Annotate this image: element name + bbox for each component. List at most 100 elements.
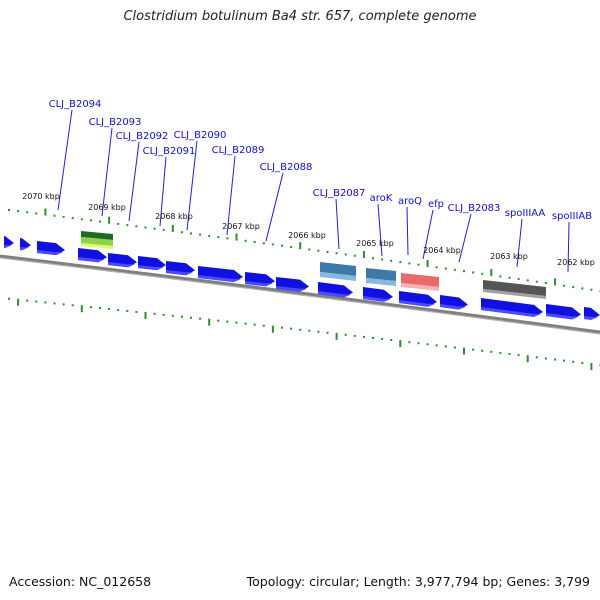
- outer-tick: [481, 272, 484, 275]
- outer-tick: [44, 208, 47, 216]
- inner-tick: [62, 303, 65, 306]
- inner-tick: [535, 356, 538, 359]
- inner-tick: [326, 331, 329, 334]
- outer-tick: [171, 225, 174, 233]
- outer-tick: [381, 258, 384, 261]
- tick-label: 2065 kbp: [356, 239, 394, 248]
- outer-tick: [444, 267, 447, 270]
- outer-tick: [62, 215, 65, 218]
- outer-tick: [117, 222, 120, 225]
- outer-tick: [463, 270, 465, 273]
- outer-tick: [326, 250, 329, 253]
- tick-label: 2068 kbp: [155, 212, 193, 221]
- outer-tick: [217, 236, 220, 239]
- cds-arrow-shade: [4, 245, 12, 249]
- inner-tick: [390, 339, 393, 342]
- outer-tick: [426, 259, 429, 267]
- gene-label: CLJ_B2087: [313, 188, 366, 199]
- inner-tick: [544, 357, 547, 360]
- gene-label-line: [567, 221, 570, 273]
- inner-tick: [35, 300, 38, 303]
- gene-label-line: [516, 218, 523, 268]
- feature-block-green: [81, 231, 113, 249]
- outer-tick: [71, 217, 74, 220]
- cds-arrow-shade: [440, 304, 466, 310]
- outer-tick: [199, 233, 202, 236]
- cds-arrow-shade: [481, 307, 541, 317]
- topology-text: Topology: circular; Length: 3,977,794 bp…: [246, 574, 590, 589]
- inner-tick: [499, 351, 502, 354]
- inner-tick: [344, 333, 347, 336]
- outer-tick: [226, 237, 229, 240]
- inner-tick: [572, 360, 575, 363]
- outer-tick: [144, 226, 147, 229]
- inner-tick: [362, 335, 365, 338]
- inner-tick: [381, 338, 384, 341]
- feature-block-spoiiiaa: [483, 280, 546, 299]
- inner-tick: [417, 342, 420, 345]
- outer-tick: [262, 242, 265, 245]
- outer-tick: [35, 212, 38, 215]
- gene-label: spoIIIAA: [505, 208, 546, 219]
- outer-tick: [344, 253, 347, 256]
- outer-tick: [317, 249, 320, 252]
- outer-tick: [26, 211, 29, 214]
- inner-tick: [526, 355, 529, 363]
- outer-tick: [517, 278, 520, 281]
- gene-label: CLJ_B2091: [143, 146, 196, 157]
- genome-backbone-shadow: [0, 257, 600, 335]
- inner-tick: [226, 320, 229, 323]
- inner-tick: [399, 340, 402, 348]
- tick-label: 2063 kbp: [490, 252, 528, 261]
- gene-label-line: [458, 213, 472, 263]
- accession-text: Accession: NC_012658: [9, 574, 152, 589]
- gene-label: CLJ_B2088: [260, 162, 313, 173]
- outer-tick: [153, 227, 156, 230]
- cds-arrow-shade: [108, 262, 135, 268]
- outer-tick: [299, 242, 302, 250]
- inner-tick: [71, 304, 74, 307]
- tick-label: 2062 kbp: [557, 258, 595, 267]
- outer-tick: [271, 243, 274, 246]
- inner-tick: [372, 336, 374, 339]
- outer-tick: [581, 287, 584, 290]
- outer-tick: [8, 209, 10, 212]
- cds-arrow-shade: [20, 247, 29, 251]
- outer-tick: [526, 279, 529, 282]
- outer-tick: [335, 252, 338, 255]
- inner-tick: [408, 341, 411, 344]
- cds-arrow-shade: [138, 265, 164, 271]
- inner-tick: [108, 308, 111, 311]
- outer-tick: [499, 275, 502, 278]
- inner-tick: [8, 297, 10, 300]
- outer-tick: [235, 233, 238, 241]
- tick-label: 2064 kbp: [423, 246, 461, 255]
- cds-arrow-shade: [78, 257, 105, 263]
- cds-arrow-shade: [245, 281, 273, 287]
- outer-tick: [244, 239, 247, 242]
- gene-label: CLJ_B2093: [89, 117, 142, 128]
- outer-tick: [108, 216, 111, 224]
- outer-tick: [590, 288, 593, 291]
- tick-label-layer: 2070 kbp 2069 kbp 2068 kbp 2067 kbp 2066 kbp…: [22, 192, 595, 267]
- gene-label: aroQ: [398, 196, 422, 207]
- outer-tick: [535, 280, 538, 283]
- outer-tick: [281, 244, 283, 247]
- outer-tick: [362, 250, 365, 258]
- inner-tick: [235, 321, 238, 324]
- gene-label: CLJ_B2083: [448, 203, 501, 214]
- inner-tick: [126, 309, 129, 312]
- tick-label: 2069 kbp: [88, 203, 126, 212]
- gene-label: CLJ_B2090: [174, 130, 227, 141]
- inner-tick-track: [8, 297, 600, 371]
- outer-tick: [390, 259, 393, 262]
- cds-arrow: [481, 298, 543, 317]
- gene-label: CLJ_B2094: [49, 99, 102, 110]
- outer-tick: [180, 231, 183, 234]
- gene-label-line: [57, 109, 73, 211]
- gene-label-line: [226, 155, 236, 236]
- outer-tick: [290, 245, 293, 248]
- inner-tick: [190, 316, 192, 319]
- outer-tick: [572, 286, 575, 289]
- gene-label-line: [128, 141, 140, 222]
